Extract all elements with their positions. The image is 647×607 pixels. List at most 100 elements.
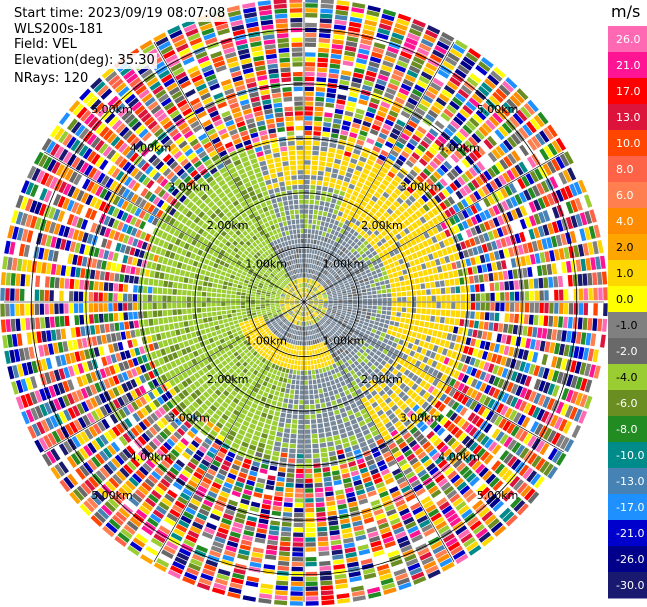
velocity-cell bbox=[478, 61, 491, 72]
velocity-cell bbox=[206, 420, 215, 429]
velocity-cell bbox=[349, 262, 355, 268]
velocity-cell bbox=[232, 521, 244, 529]
velocity-cell bbox=[459, 319, 465, 327]
velocity-cell bbox=[486, 352, 493, 362]
velocity-cell bbox=[308, 300, 314, 302]
velocity-cell bbox=[558, 316, 564, 328]
velocity-cell bbox=[525, 173, 535, 185]
velocity-cell bbox=[313, 297, 318, 299]
velocity-cell bbox=[353, 244, 359, 250]
velocity-cell bbox=[290, 586, 303, 591]
velocity-cell bbox=[356, 273, 362, 278]
velocity-cell bbox=[363, 240, 369, 246]
velocity-cell bbox=[491, 428, 501, 439]
velocity-cell bbox=[422, 414, 431, 423]
velocity-cell bbox=[173, 431, 182, 440]
velocity-cell bbox=[297, 360, 301, 366]
velocity-cell bbox=[352, 304, 358, 308]
velocity-cell bbox=[312, 350, 315, 355]
velocity-cell bbox=[291, 379, 296, 385]
velocity-cell bbox=[330, 395, 336, 401]
velocity-cell bbox=[258, 442, 266, 449]
velocity-cell bbox=[285, 347, 289, 353]
velocity-cell bbox=[344, 151, 352, 157]
velocity-cell bbox=[383, 587, 397, 595]
velocity-cell bbox=[397, 270, 403, 276]
velocity-cell bbox=[310, 309, 314, 313]
velocity-cell bbox=[365, 111, 375, 119]
velocity-cell bbox=[141, 481, 152, 492]
velocity-cell bbox=[305, 288, 307, 293]
velocity-cell bbox=[390, 167, 399, 175]
velocity-cell bbox=[308, 303, 313, 305]
velocity-cell bbox=[447, 237, 455, 245]
velocity-cell bbox=[267, 539, 278, 546]
velocity-cell bbox=[419, 410, 428, 419]
velocity-cell bbox=[149, 513, 162, 524]
velocity-cell bbox=[508, 247, 515, 257]
velocity-cell bbox=[570, 391, 579, 404]
velocity-cell bbox=[384, 141, 394, 149]
velocity-cell bbox=[328, 244, 333, 250]
velocity-cell bbox=[322, 292, 327, 295]
velocity-cell bbox=[338, 170, 346, 176]
velocity-cell bbox=[354, 484, 364, 491]
velocity-cell bbox=[425, 113, 436, 123]
velocity-cell bbox=[438, 403, 446, 412]
velocity-cell bbox=[481, 243, 488, 253]
velocity-cell bbox=[245, 364, 252, 370]
velocity-cell bbox=[221, 413, 229, 421]
velocity-cell bbox=[244, 381, 251, 388]
velocity-cell bbox=[322, 127, 331, 133]
velocity-cell bbox=[262, 573, 275, 580]
velocity-cell bbox=[253, 345, 259, 350]
velocity-cell bbox=[114, 535, 127, 547]
velocity-cell bbox=[411, 374, 419, 382]
velocity-cell bbox=[322, 282, 327, 287]
velocity-cell bbox=[421, 523, 433, 533]
velocity-cell bbox=[363, 401, 371, 408]
velocity-cell bbox=[315, 403, 321, 409]
velocity-cell bbox=[309, 310, 313, 314]
velocity-cell bbox=[318, 297, 323, 299]
velocity-cell bbox=[556, 329, 562, 342]
velocity-cell bbox=[460, 310, 466, 318]
velocity-cell bbox=[284, 393, 289, 399]
velocity-cell bbox=[427, 329, 433, 336]
velocity-cell bbox=[322, 309, 327, 312]
velocity-cell bbox=[243, 590, 257, 597]
velocity-cell bbox=[416, 420, 425, 429]
velocity-cell bbox=[313, 298, 318, 300]
velocity-cell bbox=[435, 288, 441, 295]
velocity-cell bbox=[360, 151, 369, 159]
velocity-cell bbox=[296, 463, 304, 469]
velocity-cell bbox=[397, 503, 408, 512]
velocity-cell bbox=[399, 193, 408, 201]
velocity-cell bbox=[312, 286, 316, 291]
velocity-cell bbox=[355, 534, 367, 542]
velocity-cell bbox=[335, 361, 341, 367]
velocity-cell bbox=[311, 424, 317, 429]
velocity-cell bbox=[331, 341, 336, 347]
velocity-cell bbox=[463, 537, 476, 548]
velocity-cell bbox=[243, 392, 250, 399]
velocity-cell bbox=[476, 145, 486, 156]
velocity-cell bbox=[340, 217, 346, 223]
velocity-cell bbox=[312, 140, 320, 146]
velocity-cell bbox=[353, 360, 360, 366]
velocity-cell bbox=[352, 2, 366, 9]
velocity-cell bbox=[307, 296, 312, 300]
velocity-cell bbox=[518, 191, 527, 203]
velocity-cell bbox=[420, 348, 427, 355]
velocity-cell bbox=[573, 245, 580, 258]
velocity-cell bbox=[304, 293, 306, 298]
velocity-cell bbox=[313, 304, 318, 307]
velocity-cell bbox=[533, 392, 542, 405]
velocity-cell bbox=[338, 271, 343, 276]
velocity-cell bbox=[435, 316, 440, 323]
velocity-cell bbox=[444, 56, 458, 67]
velocity-cell bbox=[297, 365, 301, 370]
velocity-cell bbox=[402, 210, 410, 218]
velocity-cell bbox=[544, 341, 551, 353]
velocity-cell bbox=[371, 290, 377, 295]
